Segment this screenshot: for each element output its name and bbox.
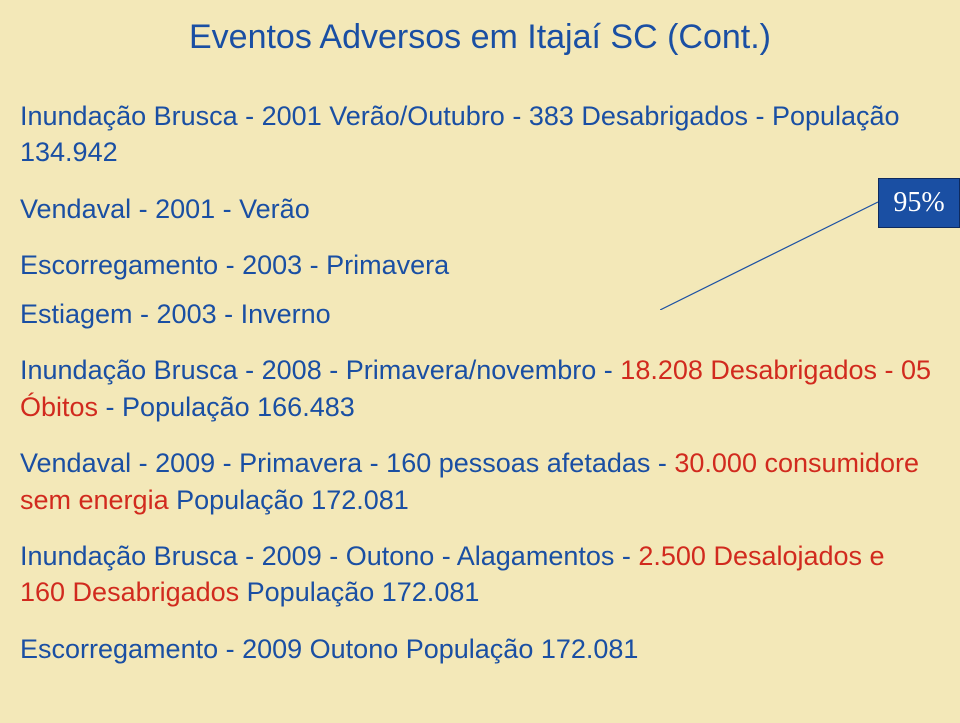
text-line: 134.942: [20, 137, 118, 167]
slide-body: Inundação Brusca - 2001 Verão/Outubro - …: [20, 98, 960, 687]
text-line: Vendaval - 2009 - Primavera - 160 pessoa…: [20, 448, 674, 478]
text-line: Inundação Brusca - 2001 Verão/Outubro - …: [20, 101, 900, 131]
highlight-text: Óbitos: [20, 392, 98, 422]
para-inundacao-2009: Inundação Brusca - 2009 - Outono - Alaga…: [20, 538, 960, 611]
text-line: População 172.081: [239, 577, 479, 607]
text-line: Inundação Brusca - 2008 - Primavera/nove…: [20, 355, 620, 385]
highlight-text: 160 Desabrigados: [20, 577, 239, 607]
callout-label: 95%: [893, 187, 944, 219]
para-estiagem-2003: Estiagem - 2003 - Inverno: [20, 296, 960, 332]
text-line: Inundação Brusca - 2009 - Outono - Alaga…: [20, 541, 638, 571]
highlight-text: 30.000 consumidore: [674, 448, 919, 478]
para-inundacao-2008: Inundação Brusca - 2008 - Primavera/nove…: [20, 352, 960, 425]
callout-percentage-box: 95%: [878, 178, 960, 228]
highlight-text: 2.500 Desalojados e: [638, 541, 884, 571]
para-vendaval-2001: Vendaval - 2001 - Verão: [20, 191, 960, 227]
highlight-text: sem energia: [20, 485, 169, 515]
highlight-text: 18.208 Desabrigados - 05: [620, 355, 931, 385]
text-line: - População 166.483: [98, 392, 355, 422]
text-line: População 172.081: [169, 485, 409, 515]
para-vendaval-2009: Vendaval - 2009 - Primavera - 160 pessoa…: [20, 445, 960, 518]
slide: Eventos Adversos em Itajaí SC (Cont.) In…: [0, 0, 960, 723]
para-escorregamento-2003: Escorregamento - 2003 - Primavera: [20, 247, 960, 283]
para-escorregamento-2009: Escorregamento - 2009 Outono População 1…: [20, 631, 960, 667]
slide-title: Eventos Adversos em Itajaí SC (Cont.): [0, 18, 960, 57]
para-inundacao-2001: Inundação Brusca - 2001 Verão/Outubro - …: [20, 98, 960, 171]
